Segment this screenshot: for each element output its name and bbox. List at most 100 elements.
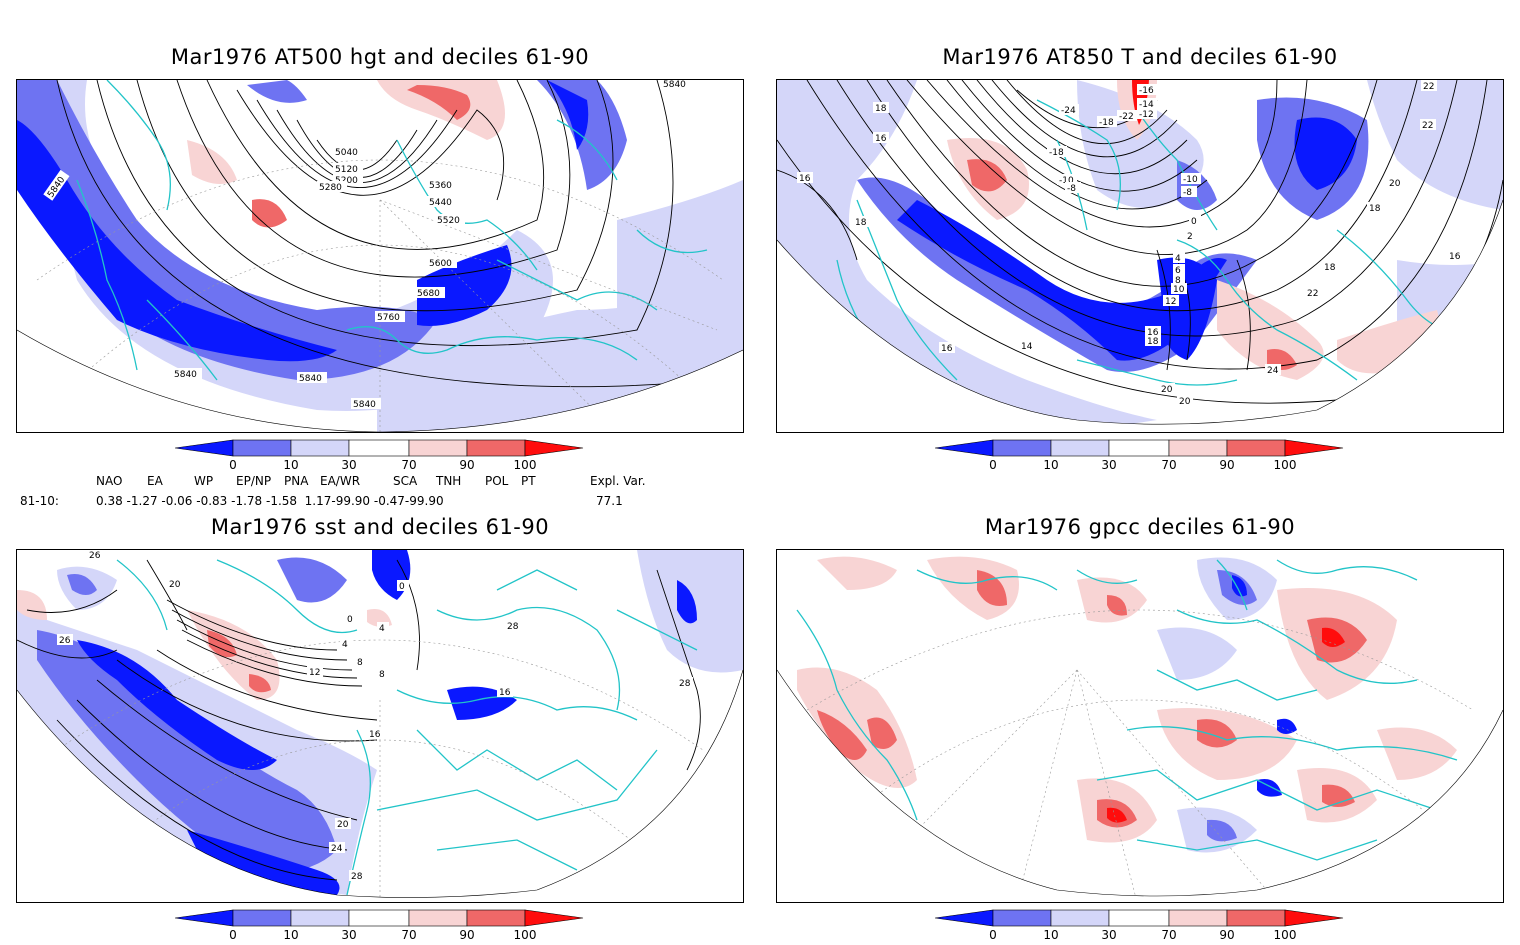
decile-region-low <box>1177 160 1217 210</box>
contour-label: -18 <box>1099 118 1114 128</box>
coastline <box>376 749 658 871</box>
contour-label: 12 <box>309 668 320 678</box>
colorbar-tick-label: 70 <box>1161 928 1177 942</box>
decile-region-low <box>617 180 743 320</box>
colorbar-segment <box>290 909 350 927</box>
colorbar-tick-label: 90 <box>1219 928 1235 942</box>
map-t850: -16 -14 -12 -24 -22 -18 -18 -10 -8 -10 -… <box>776 79 1504 433</box>
contour-line <box>256 99 458 188</box>
contour-label: 14 <box>1021 342 1033 352</box>
index-header: EA/WR <box>320 474 361 488</box>
decile-region-high <box>1107 807 1127 823</box>
panel-title-t850: Mar1976 AT850 T and deciles 61-90 <box>942 45 1338 69</box>
colorbar-tick-label: 30 <box>1101 928 1117 942</box>
colorbar-tick-label: 0 <box>989 458 997 472</box>
contour-label: 5120 <box>335 165 358 175</box>
contour-line <box>1236 259 1251 371</box>
graticule <box>806 609 1474 711</box>
colorbar-segment <box>1226 909 1286 927</box>
contour-label: 28 <box>351 872 363 882</box>
contour-label: 20 <box>337 820 349 830</box>
coastline <box>1136 839 1378 861</box>
decile-region-low <box>1207 819 1237 842</box>
contour-line <box>96 80 674 346</box>
contour-label: 16 <box>799 174 811 184</box>
colorbar-segment <box>408 909 468 927</box>
contour-label: 22 <box>1423 82 1434 92</box>
decile-region-low <box>67 574 97 595</box>
dome-edge <box>777 669 1503 897</box>
contour-line <box>836 80 1458 337</box>
decile-region-low <box>277 557 347 603</box>
colorbar-segment <box>348 439 410 457</box>
contour-label: 28 <box>507 622 519 632</box>
colorbar-tick-label: 10 <box>1043 928 1059 942</box>
colorbar-tick-label: 90 <box>459 458 475 472</box>
contour-label: 18 <box>855 218 867 228</box>
map-gpcc <box>776 549 1504 903</box>
contour-label: 18 <box>1147 337 1159 347</box>
decile-region-high <box>867 717 897 749</box>
colorbar-swatches <box>174 439 584 457</box>
colorbar-segment <box>408 439 468 457</box>
colorbar-tick-label: 70 <box>401 928 417 942</box>
contour-line <box>1006 80 1168 145</box>
coastline <box>436 606 621 711</box>
contour-label: 24 <box>1267 366 1279 376</box>
contour-label: 24 <box>331 844 343 854</box>
decile-region-high <box>207 630 237 658</box>
contour-label: 8 <box>379 670 385 680</box>
colorbar-tick-label: 90 <box>459 928 475 942</box>
contour-label: 26 <box>89 551 101 561</box>
coastline <box>76 179 218 381</box>
contour-line <box>166 599 338 651</box>
graticule <box>856 699 1424 811</box>
contour-label: 16 <box>875 134 887 144</box>
contour-label: 16 <box>941 344 953 354</box>
colorbar-tick-label: 0 <box>989 928 997 942</box>
colorbar-hgt500: 0 10 30 70 90 100 <box>174 439 595 475</box>
colorbar-tick-label: 100 <box>1273 458 1297 472</box>
contour-line <box>146 559 188 631</box>
panel-title-sst: Mar1976 sst and deciles 61-90 <box>210 515 550 539</box>
contour-label: 16 <box>1449 252 1461 262</box>
contour-line <box>181 629 358 679</box>
colorbar-tick-label: 100 <box>513 928 537 942</box>
contour-line <box>396 559 420 671</box>
colorbar-arrow-high <box>524 909 584 927</box>
contour-label: 5600 <box>429 259 452 269</box>
contour-label: -10 <box>1059 176 1074 186</box>
decile-region-low <box>897 200 1227 361</box>
contour-label: 5280 <box>319 183 342 193</box>
contour-line <box>961 80 1198 192</box>
contour-line <box>1156 249 1171 371</box>
colorbar-segment <box>1108 909 1170 927</box>
colorbar-arrow-high <box>1284 439 1344 457</box>
colorbar-tick-label: 70 <box>1161 458 1177 472</box>
contour-label: 20 <box>1179 397 1191 407</box>
colorbar-t850: 0 10 30 70 90 100 <box>934 439 1355 475</box>
contour-line <box>176 619 353 671</box>
colorbar-swatches <box>174 909 584 927</box>
index-header: TNH <box>436 474 462 488</box>
index-header: POL <box>485 474 509 488</box>
decile-region-high <box>1107 595 1127 616</box>
contour-line <box>886 80 1378 287</box>
decile-region-low <box>77 640 277 770</box>
contour-line <box>56 719 338 881</box>
contour-label: -10 <box>1183 175 1198 185</box>
decile-region-high <box>1217 280 1324 380</box>
contour-label: 5040 <box>335 148 358 158</box>
coastline <box>1156 669 1318 701</box>
colorbar-gpcc: 0 10 30 70 90 100 <box>934 909 1355 945</box>
index-header: EA <box>147 474 163 488</box>
contour-label: 5520 <box>437 216 460 226</box>
coastline <box>346 729 371 896</box>
contour-label: 26 <box>59 636 71 646</box>
contour-label: 0 <box>399 582 405 592</box>
contour-label: 5840 <box>174 370 197 380</box>
decile-region-high <box>817 710 867 760</box>
contour-label: 28 <box>679 679 691 689</box>
coastline <box>1176 609 1418 684</box>
contour-line <box>806 80 1488 370</box>
